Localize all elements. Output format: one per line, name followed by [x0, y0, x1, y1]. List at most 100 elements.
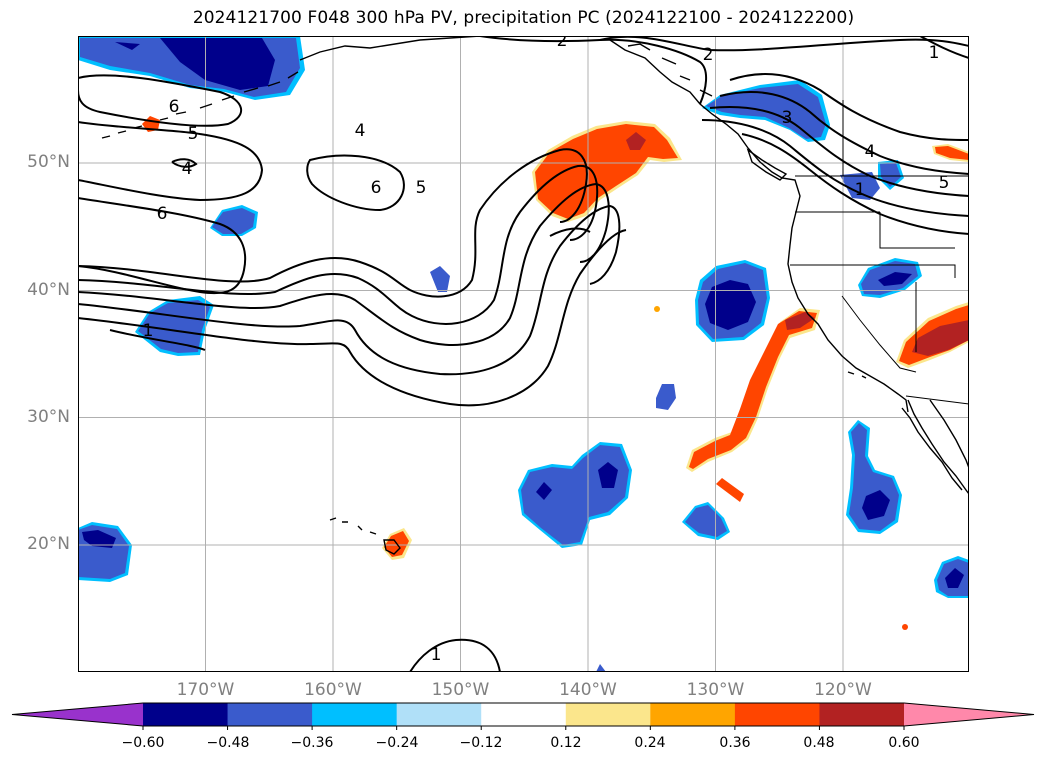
contour-label: 6 [371, 178, 382, 198]
contour-label: 5 [188, 124, 199, 144]
pv-contour-line [78, 164, 599, 325]
longitude-label: 150°W [431, 680, 490, 700]
latitude-label: 30°N [27, 407, 70, 427]
contour-label: 5 [939, 173, 950, 193]
anomaly-patch [902, 624, 908, 630]
anomaly-patch [430, 266, 450, 292]
pv-contours [78, 36, 969, 672]
colorbar-swatch [396, 703, 482, 726]
pv-contour-line [549, 227, 591, 237]
colorbar-swatch [819, 703, 905, 726]
colorbar [11, 702, 1035, 730]
colorbar-tick-label: 0.60 [888, 735, 920, 751]
pv-contour-line [919, 36, 969, 59]
pv-contour-line [709, 106, 969, 197]
map-plot-area: 2 2 1 6 5 4 6 4 5 6 1 3 4 5 1 1 [78, 31, 969, 672]
anomaly-patch [115, 42, 140, 50]
contour-label-group: 2 2 1 6 5 4 6 4 5 6 1 3 4 5 1 1 [143, 31, 950, 665]
colorbar-swatch [312, 703, 398, 726]
colorbar-tick-label: −0.60 [121, 735, 165, 751]
contour-label: 2 [703, 45, 714, 65]
pv-contour-line [479, 36, 707, 105]
contour-label: 3 [782, 108, 793, 128]
anomaly-patch [912, 320, 969, 356]
anomaly-patch [656, 384, 676, 410]
anomaly-patch [689, 311, 817, 469]
colorbar-tick-label: −0.24 [375, 735, 419, 751]
anomaly-patch [878, 272, 912, 286]
pv-contour-line [599, 36, 969, 52]
contour-label: 1 [143, 321, 154, 341]
colorbar-tick-label: −0.36 [290, 735, 334, 751]
colorbar-tick-label: 0.12 [550, 735, 582, 751]
colorbar-extend-low [12, 703, 143, 726]
pv-contour-line [78, 74, 243, 127]
colorbar-tick-label: 0.36 [719, 735, 751, 751]
pv-contour-line [409, 638, 501, 672]
colorbar-swatch [227, 703, 313, 726]
contour-label: 1 [431, 645, 442, 665]
latitude-label: 40°N [27, 280, 70, 300]
colorbar-tick-label: 0.24 [634, 735, 666, 751]
figure-title: 2024121700 F048 300 hPa PV, precipitatio… [192, 8, 855, 28]
anomaly-patch [654, 306, 660, 312]
anomaly-patch [785, 312, 815, 330]
anomaly-patch [935, 146, 969, 160]
pv-contour-line [701, 119, 969, 217]
colorbar-tick-label: 0.48 [803, 735, 835, 751]
pv-contour-line [306, 154, 405, 212]
pv-contour-line [78, 204, 621, 376]
anomaly-patch [212, 208, 255, 234]
contour-label: 4 [182, 159, 193, 179]
colorbar-swatch [650, 703, 736, 726]
anomaly-patch [862, 490, 890, 520]
pv-contour-line [171, 158, 198, 168]
political-borders [790, 100, 969, 405]
anomaly-patch [598, 462, 618, 488]
graticule [78, 36, 969, 672]
colorbar-extend-high [904, 703, 1034, 726]
longitude-label: 170°W [176, 680, 235, 700]
colorbar-swatch [143, 703, 229, 726]
anomaly-patch [705, 280, 756, 330]
pv-contour-line [719, 91, 969, 175]
anomaly-patch [596, 664, 606, 672]
contour-label: 5 [416, 178, 427, 198]
anomaly-patch [945, 568, 964, 588]
anomaly-patch [536, 482, 552, 500]
pv-contour-line [78, 229, 627, 407]
colorbar-swatch [734, 703, 820, 726]
colorbar-swatch [565, 703, 651, 726]
longitude-label: 130°W [686, 680, 745, 700]
latitude-label: 20°N [27, 534, 70, 554]
contour-label: 6 [157, 204, 168, 224]
pv-contour-line [78, 182, 610, 346]
anomaly-patch [626, 132, 646, 150]
pv-contour-line [729, 73, 969, 141]
contour-label: 4 [355, 121, 366, 141]
colorbar-tick-label: −0.48 [206, 735, 250, 751]
contour-label: 1 [855, 180, 866, 200]
contour-label: 4 [865, 142, 876, 162]
pv-contour-line [78, 197, 247, 295]
latitude-label: 50°N [27, 152, 70, 172]
pv-contour-line [78, 148, 588, 298]
longitude-label: 140°W [559, 680, 617, 700]
anomaly-patch [82, 530, 116, 548]
coastlines [101, 36, 969, 555]
anomaly-patch [716, 478, 744, 502]
anomaly-patch [685, 505, 727, 537]
pv-contour-line [109, 329, 206, 351]
contour-label: 2 [557, 31, 568, 51]
colorbar-tick-label: −0.12 [459, 735, 503, 751]
contour-label: 1 [929, 43, 940, 63]
anomaly-patch [840, 172, 880, 200]
pv-contour-line [741, 133, 969, 235]
pv-contour-line [78, 121, 264, 202]
colorbar-swatch [481, 703, 567, 726]
longitude-label: 160°W [304, 680, 362, 700]
anomaly-patch [160, 38, 275, 90]
map-frame [78, 36, 969, 672]
contour-label: 6 [169, 97, 180, 117]
